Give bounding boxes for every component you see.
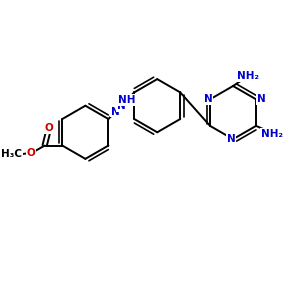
- Text: NH₂: NH₂: [237, 71, 259, 81]
- Text: N: N: [117, 101, 126, 111]
- Text: N: N: [204, 94, 212, 104]
- Text: NH₂: NH₂: [261, 129, 283, 139]
- Text: NH: NH: [118, 95, 136, 105]
- Text: O: O: [44, 123, 53, 133]
- Text: N: N: [256, 94, 266, 104]
- Text: N: N: [227, 134, 236, 144]
- Text: H₃C: H₃C: [1, 149, 22, 159]
- Text: O: O: [26, 148, 35, 158]
- Text: N: N: [111, 106, 120, 116]
